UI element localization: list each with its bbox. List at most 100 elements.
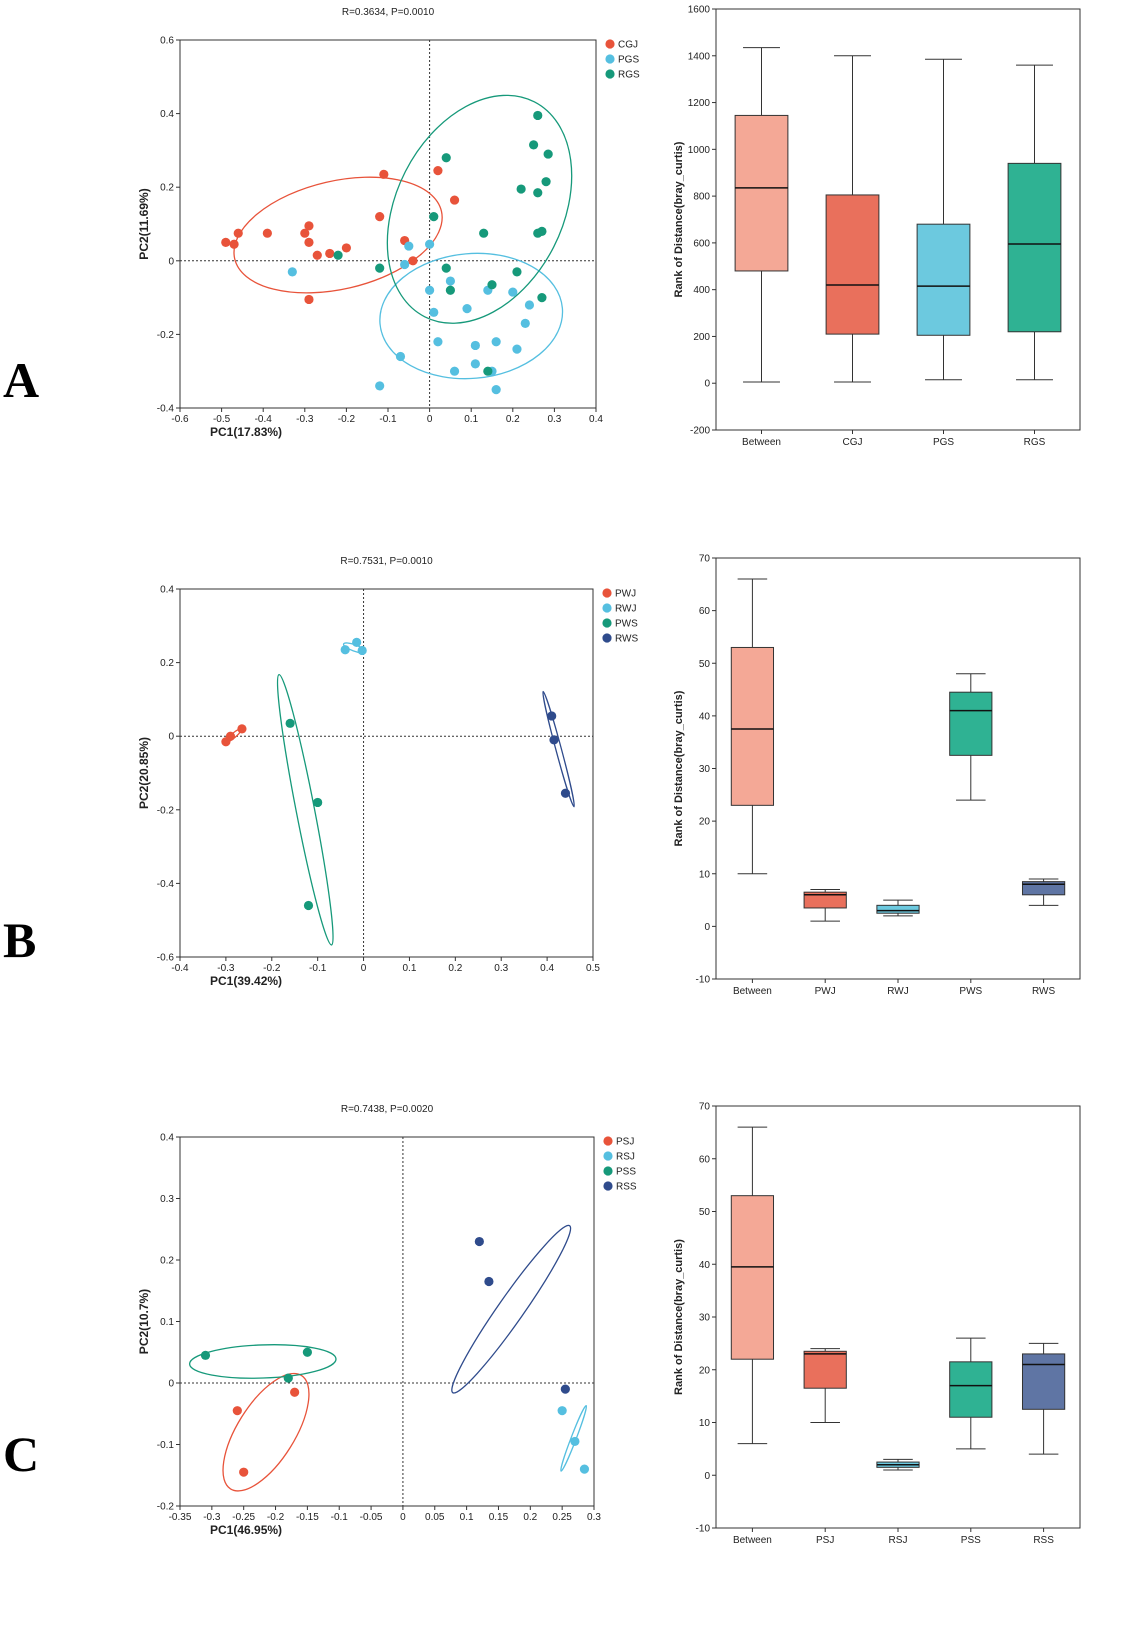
legend-marker-pgs [605,54,615,64]
category-label: RWJ [887,986,908,997]
x-tick-label: -0.4 [255,414,273,425]
point-pwj [225,731,236,741]
plot-frame [715,8,1081,431]
category-label: RSS [1033,1535,1054,1546]
y-axis-label: PC2(20.85%) [137,737,151,809]
point-rss [484,1276,494,1287]
point-rwj [340,645,350,655]
x-tick-label: 0.15 [489,1512,509,1523]
y-tick-label: 10 [699,1418,711,1429]
x-tick-label: -0.1 [309,963,327,974]
y-tick-label: -0.1 [157,1440,175,1451]
x-tick-label: 0.3 [494,963,508,974]
y-tick-label: 0.6 [160,36,174,47]
y-tick-label: -0.4 [157,404,175,415]
legend-label: RWJ [615,604,636,615]
point-rgs [445,285,455,295]
legend-marker-rgs [605,69,615,79]
point-pgs [508,287,518,297]
point-pgs [425,239,435,249]
x-tick-label: -0.2 [267,1512,285,1523]
point-pgs [287,267,297,277]
y-tick-label: 1400 [688,51,711,62]
point-pgs [491,337,501,347]
x-tick-label: 0.1 [460,1512,474,1523]
y-tick-label: 20 [699,1365,711,1376]
x-tick-label: 0.5 [586,963,600,974]
box-pgs [916,223,971,336]
point-pss [200,1350,211,1360]
y-tick-label: 0 [168,732,174,743]
point-rss [474,1236,484,1247]
point-pgs [470,340,480,351]
x-tick-label: -0.5 [213,414,231,425]
x-tick-label: -0.4 [171,963,189,974]
legend-label: PSJ [616,1137,634,1148]
y-tick-label: 0.4 [160,1133,174,1144]
y-tick-label: 0.2 [160,1256,174,1267]
point-pgs [462,304,472,314]
box-rss [1021,1353,1066,1410]
x-tick-label: 0.1 [464,414,478,425]
y-tick-label: 30 [699,764,711,775]
chart-title: R=0.3634, P=0.0010 [342,7,435,18]
x-tick-label: 0.25 [552,1512,572,1523]
point-rgs [479,228,489,238]
y-tick-label: -0.2 [157,330,175,341]
y-tick-label: 30 [699,1313,711,1324]
panel-letter-b: B [3,912,36,968]
y-axis-label: PC2(10.7%) [137,1289,151,1354]
pcoa-plot-a: R=0.3634, P=0.0010 -0.6 -0.5 -0.4 -0.3 -0.2 -0… [137,7,640,439]
legend-marker-rsj [603,1151,613,1161]
legend-label: PWJ [615,589,636,600]
legend-marker-cgj [605,39,615,49]
y-tick-label: -0.4 [157,879,175,890]
y-tick-label: 60 [699,1154,711,1165]
box-between [734,114,789,272]
point-cgj [312,250,322,260]
pcoa-plot-c: R=0.7438, P=0.0020 -0.35 -0.3 -0.25 -0.2 -0.1… [137,1104,637,1537]
x-axis-label: PC1(46.95%) [210,1523,282,1537]
y-tick-label: 0.4 [160,585,174,596]
x-tick-label: 0.3 [547,414,561,425]
legend-label: RSS [616,1182,637,1193]
point-cgj [233,228,243,238]
legend-label: PWS [615,619,638,630]
x-tick-label: 0.4 [540,963,554,974]
x-tick-label: 0.2 [506,414,520,425]
point-pgs [429,307,439,317]
confidence-ellipse-pgs [379,252,564,380]
point-rgs [441,153,451,163]
point-cgj [304,237,314,247]
x-tick-label: -0.2 [263,963,281,974]
x-tick-label: -0.05 [360,1512,383,1523]
x-tick-label: -0.3 [217,963,235,974]
box-pws [949,691,993,756]
y-tick-label: 70 [699,1102,711,1113]
plot-frame [179,1136,595,1507]
point-rgs [537,226,547,236]
point-rgs [483,366,493,376]
point-pgs [445,276,455,286]
point-pgs [375,381,385,391]
x-tick-label: 0.2 [523,1512,537,1523]
category-label: RGS [1024,437,1046,448]
legend-marker-rss [603,1181,613,1191]
y-tick-label: 40 [699,1260,711,1271]
x-tick-label: 0.2 [448,963,462,974]
category-label: Between [742,437,781,448]
y-axis-label: Rank of Distance(bray_curtis) [673,1239,685,1395]
point-pws [285,718,295,728]
box-pss [949,1361,993,1418]
y-tick-label: 400 [693,285,710,296]
point-rgs [333,250,343,260]
y-tick-label: 60 [699,606,711,617]
y-tick-label: -0.6 [157,953,175,964]
point-rwj [357,645,367,656]
x-tick-label: 0 [361,963,367,974]
point-pgs [491,385,501,395]
x-tick-label: -0.25 [232,1512,255,1523]
x-tick-label: 0 [427,414,433,425]
y-tick-label: 1600 [688,5,711,16]
